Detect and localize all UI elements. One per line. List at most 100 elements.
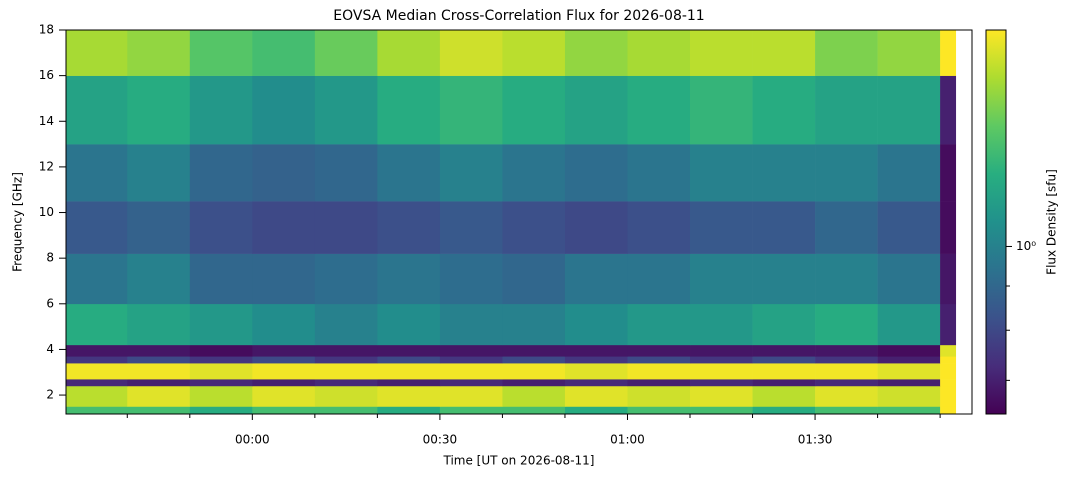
heatmap-cell [627,30,691,76]
heatmap-cell [752,363,816,380]
heatmap-cell [940,75,957,145]
heatmap-cell [690,363,753,380]
heatmap-cell [127,303,191,346]
heatmap-cell [252,30,316,76]
heatmap-cell [377,344,441,357]
heatmap-cell [564,75,628,145]
heatmap-cell [877,30,941,76]
heatmap-cell [66,363,128,380]
heatmap-cell [189,406,253,415]
heatmap-cell [314,356,378,364]
heatmap-cell [439,344,503,357]
heatmap-cell [815,379,878,387]
colorbar [985,29,1007,415]
heatmap-cell [940,379,957,387]
y-tick-label: 18 [39,23,54,37]
heatmap-cell [815,406,878,415]
heatmap-cell [439,201,503,254]
heatmap-cell [252,75,316,145]
heatmap-cell [877,385,941,407]
heatmap-cell [502,30,566,76]
heatmap-cell [815,75,878,145]
heatmap-cell [127,363,191,380]
heatmap-cell [502,363,566,380]
heatmap-cell [690,356,753,364]
heatmap-cell [66,344,128,357]
heatmap-cell [690,385,753,407]
heatmap-cell [752,344,816,357]
y-tick-label: 14 [39,114,54,128]
heatmap-cell [66,253,128,305]
heatmap-cell [252,201,316,254]
heatmap-cell [439,363,503,380]
heatmap-cell [877,201,941,254]
heatmap-cell [314,363,378,380]
heatmap-cell [627,253,691,305]
heatmap-cell [252,303,316,346]
heatmap-cell [752,379,816,387]
heatmap-cell [252,385,316,407]
heatmap-cell [940,406,957,415]
heatmap-cell [627,303,691,346]
x-axis-label: Time [UT on 2026-08-11] [443,454,595,468]
heatmap-cell [877,344,941,357]
heatmap-cell [752,30,816,76]
heatmap-cell [314,201,378,254]
heatmap-cell [377,385,441,407]
heatmap-cell [439,303,503,346]
heatmap-cell [439,75,503,145]
x-tick-label: 00:30 [423,433,458,447]
heatmap-cell [189,30,253,76]
heatmap-cell [564,406,628,415]
heatmap-cell [815,253,878,305]
heatmap-cell [314,344,378,357]
heatmap-cell [690,253,753,305]
heatmap-cell [564,201,628,254]
heatmap-cell [815,30,878,76]
heatmap-cell [564,379,628,387]
heatmap-cell [752,303,816,346]
heatmap-cell [690,406,753,415]
heatmap-cell [627,406,691,415]
heatmap-cell [314,303,378,346]
heatmap-cell [502,253,566,305]
heatmap-cell [377,356,441,364]
heatmap-cell [877,356,941,364]
heatmap-cell [502,406,566,415]
heatmap-cell [189,201,253,254]
heatmap-cell [877,363,941,380]
heatmap-cell [877,303,941,346]
heatmap-cell [564,344,628,357]
heatmap-cell [252,344,316,357]
heatmap-cell [127,253,191,305]
x-tick-label: 00:00 [235,433,270,447]
plot-frame [65,29,973,415]
heatmap-cell [940,344,957,357]
heatmap-cell [940,144,957,202]
heatmap-cell [377,303,441,346]
heatmap-cell [189,379,253,387]
heatmap-cell [940,356,957,364]
heatmap-cell [314,379,378,387]
heatmap-cell [66,75,128,145]
heatmap-cell [627,144,691,202]
y-tick-label: 6 [46,296,54,310]
chart-title: EOVSA Median Cross-Correlation Flux for … [333,8,704,24]
x-tick-label: 01:30 [798,433,833,447]
heatmap-cell [940,363,957,380]
heatmap-cell [564,253,628,305]
heatmap-cell [127,385,191,407]
y-tick-label: 8 [46,251,54,265]
heatmap-cell [66,30,128,76]
heatmap-cell [815,363,878,380]
heatmap-cell [127,201,191,254]
heatmap-cell [189,385,253,407]
heatmap-cell [377,144,441,202]
heatmap-cell [66,385,128,407]
heatmap-cell [377,379,441,387]
heatmap-cell [377,363,441,380]
heatmap-cell [252,363,316,380]
heatmap-cell [189,144,253,202]
heatmap-cell [252,406,316,415]
